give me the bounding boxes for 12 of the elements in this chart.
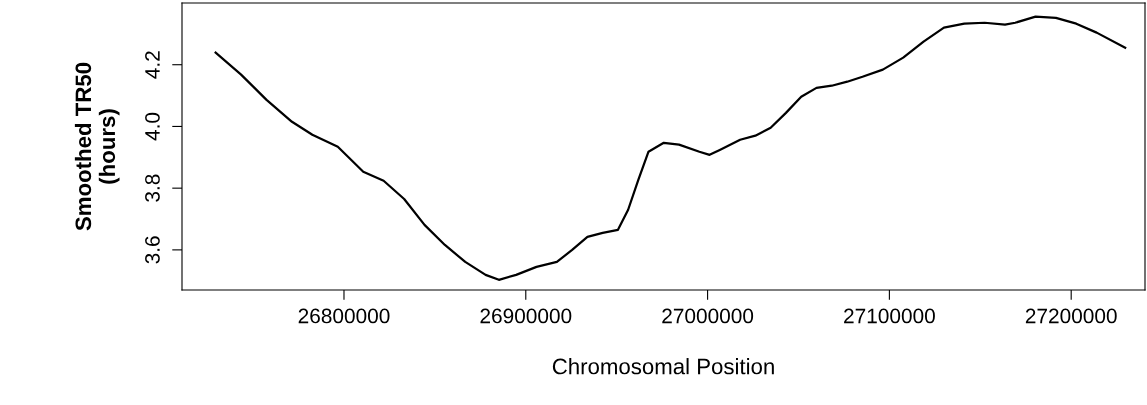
x-tick-label: 27200000 (1025, 308, 1117, 324)
x-axis-title: Chromosomal Position (552, 358, 774, 375)
x-tick-label: 26900000 (480, 308, 572, 324)
x-tick-label: 27000000 (662, 308, 754, 324)
x-tick-label: 27100000 (844, 308, 935, 324)
y-tick-label: 4.0 (145, 112, 160, 141)
x-tick-label: 26800000 (298, 308, 390, 324)
y-tick-label: 3.6 (145, 236, 160, 264)
y-axis-title: Smoothed TR50 (hours) (74, 62, 120, 231)
line-series (214, 15, 1127, 281)
y-tick-label: 4.2 (145, 51, 160, 79)
y-tick-label: 3.8 (145, 174, 160, 202)
